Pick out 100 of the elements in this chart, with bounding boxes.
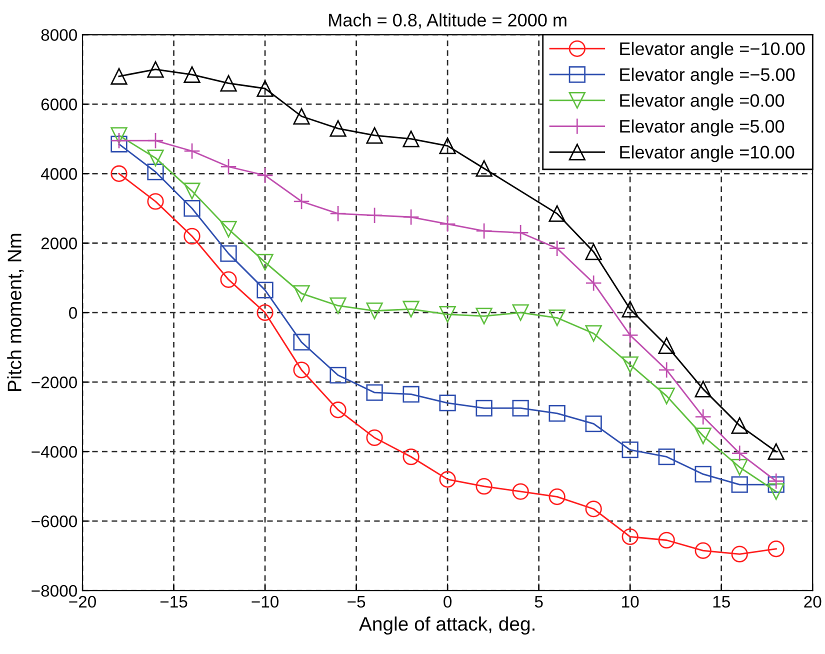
legend-label: Elevator angle =10.00 [620,145,794,162]
y-axis-title: Pitch moment, Nm [7,234,24,391]
point [439,394,456,412]
point [256,80,274,97]
y-tick-label: 0 [69,307,77,319]
point [147,61,164,78]
point [293,362,310,378]
point [585,274,602,292]
y-tick-label: 6000 [41,98,77,110]
point [439,216,456,232]
point [622,528,638,546]
point [476,478,492,495]
point [439,138,456,154]
point [476,400,492,416]
point [147,193,164,210]
point [768,476,784,493]
point [366,429,383,446]
point [110,136,128,152]
point [220,271,237,288]
point [548,488,566,506]
chart-title: Mach = 0.8, Altitude = 2000 m [329,13,566,29]
point [402,300,420,318]
y-tick-label: −2000 [32,376,77,388]
point [293,285,310,302]
point [330,205,346,222]
point [330,297,346,314]
point [622,326,638,344]
point [768,483,784,500]
point [658,362,675,378]
point [439,306,456,323]
point [402,208,420,226]
y-tick-label: −4000 [32,446,77,458]
point [220,245,237,262]
point [366,127,383,144]
y-tick-label: −6000 [32,515,77,528]
point [731,444,748,462]
x-tick-label: 20 [804,596,822,608]
point [476,222,492,240]
point [147,132,164,149]
point [585,243,602,260]
point [402,448,420,466]
point [768,540,784,558]
point [330,366,346,384]
point [256,304,274,321]
legend-label: Elevator angle =5.00 [620,119,784,136]
point [694,466,712,483]
point [658,448,675,466]
point [402,130,420,148]
point [256,254,274,271]
point [439,471,456,488]
point [694,428,712,444]
point [110,68,128,85]
x-tick-label: 15 [713,596,730,608]
point [512,224,529,242]
point [585,325,602,342]
x-tick-label: −20 [69,596,96,608]
point [184,182,200,200]
point [147,164,164,180]
x-tick-label: 0 [444,596,452,608]
y-tick-label: 4000 [40,168,77,180]
y-tick-label: 2000 [41,238,77,250]
point [110,127,128,144]
point [512,400,529,416]
point [731,546,748,562]
point [330,402,346,418]
point [512,304,529,321]
point [512,483,529,500]
point [184,66,200,83]
point [731,458,748,476]
point [110,165,128,182]
point [330,120,346,137]
point [110,132,128,149]
point [548,309,566,326]
point [768,443,784,460]
point [731,476,748,493]
point [293,334,310,350]
point [293,193,310,210]
point [585,415,602,432]
point [658,532,675,549]
point [694,380,712,398]
point [658,337,675,354]
point [220,158,237,176]
point [548,205,566,222]
x-axis-title: Angle of attack, deg. [358,616,534,635]
x-tick-label: −5 [348,596,366,608]
point [768,472,784,490]
point [220,220,237,238]
point [622,300,638,318]
point [694,542,712,559]
point [476,308,492,324]
point [220,74,237,92]
y-tick-label: 8000 [41,29,77,41]
legend-label: Elevator angle =0.00 [620,94,784,110]
point [293,108,310,125]
point [548,240,566,257]
point [402,386,420,403]
x-tick-label: 5 [534,596,543,608]
y-tick-label: −8000 [32,584,77,597]
point [256,167,274,184]
point [585,500,602,518]
